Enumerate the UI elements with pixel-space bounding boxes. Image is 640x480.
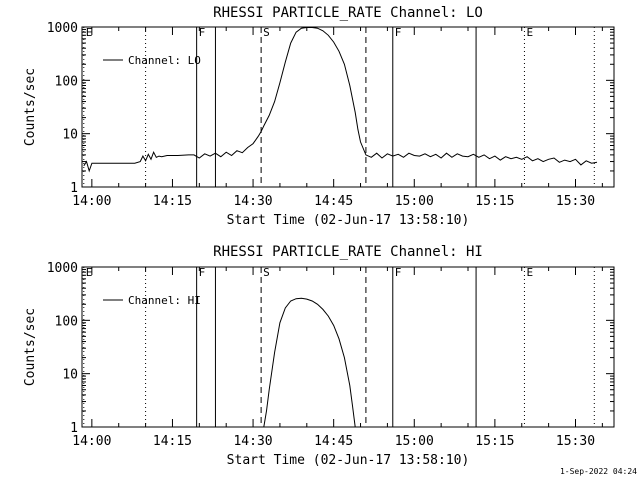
x-tick-label: 15:30 [556, 434, 595, 449]
chart-title: RHESSI PARTICLE_RATE Channel: HI [213, 244, 483, 260]
y-tick-label: 1 [70, 181, 78, 196]
x-tick-label: 15:15 [475, 194, 514, 209]
legend-label: Channel: HI [128, 294, 201, 307]
x-tick-label: 15:30 [556, 194, 595, 209]
y-tick-label: 100 [55, 314, 78, 329]
x-tick-label: 14:45 [314, 194, 353, 209]
event-marker-label: S [263, 26, 270, 39]
event-marker-label: E [86, 266, 93, 279]
event-marker-label: F [395, 266, 402, 279]
event-marker-label: E [526, 26, 533, 39]
x-tick-label: 15:00 [395, 434, 434, 449]
x-tick-label: 14:30 [233, 434, 272, 449]
y-axis-label: Counts/sec [23, 308, 38, 386]
x-tick-label: 15:15 [475, 434, 514, 449]
series-line-1 [83, 27, 598, 173]
x-tick-label: 14:45 [314, 434, 353, 449]
y-axis-label: Counts/sec [23, 68, 38, 146]
y-tick-label: 1 [70, 421, 78, 436]
event-marker-label: S [263, 266, 270, 279]
y-tick-label: 1000 [47, 261, 78, 276]
lo-channel-panel: RHESSI PARTICLE_RATE Channel: LO 1 10 100 10… [23, 5, 615, 228]
event-marker-label: F [199, 266, 206, 279]
footer-timestamp: 1-Sep-2022 04:24 [560, 467, 637, 476]
plot-frame [81, 26, 615, 188]
x-axis-label: Start Time (02-Jun-17 13:58:10) [227, 453, 470, 468]
y-tick-label: 10 [62, 368, 78, 383]
x-axis-label: Start Time (02-Jun-17 13:58:10) [227, 213, 470, 228]
series-line-1 [263, 297, 356, 428]
hi-channel-panel: RHESSI PARTICLE_RATE Channel: HI 1 10 100 10… [23, 244, 615, 468]
x-tick-label: 15:00 [395, 194, 434, 209]
x-tick-label: 14:15 [153, 434, 192, 449]
y-tick-label: 10 [62, 128, 78, 143]
event-marker-label: F [199, 26, 206, 39]
x-tick-label: 14:00 [72, 434, 111, 449]
y-tick-label: 100 [55, 74, 78, 89]
event-marker-label: F [395, 26, 402, 39]
y-tick-label: 1000 [47, 21, 78, 36]
x-tick-label: 14:00 [72, 194, 111, 209]
chart-title: RHESSI PARTICLE_RATE Channel: LO [213, 5, 483, 21]
x-tick-label: 14:30 [233, 194, 272, 209]
legend-label: Channel: LO [128, 54, 201, 67]
x-tick-label: 14:15 [153, 194, 192, 209]
event-marker-label: E [86, 26, 93, 39]
plot-frame [81, 266, 615, 428]
event-marker-label: E [526, 266, 533, 279]
